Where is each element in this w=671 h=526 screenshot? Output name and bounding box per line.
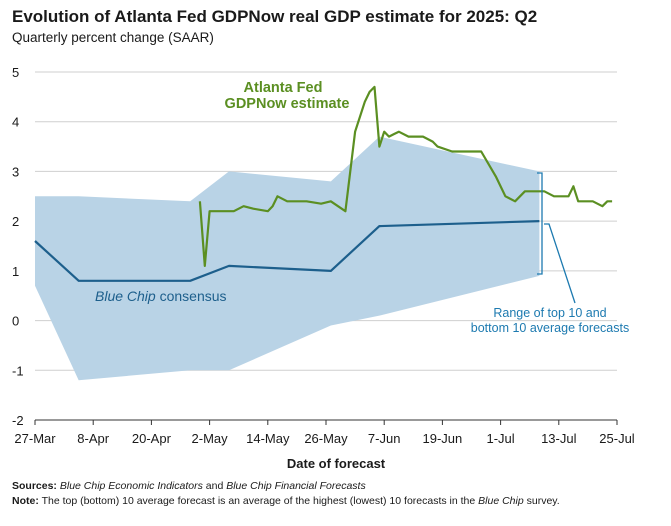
y-tick-label-0: 0 xyxy=(12,314,19,329)
x-tick-label-3: 2-May xyxy=(192,431,229,446)
range-bracket xyxy=(537,172,543,275)
sources-and: and xyxy=(202,480,227,492)
axes: -2 -1 0 1 2 3 4 5 27-Mar 8-Apr 20-Apr 2-May 14-May 26… xyxy=(12,65,635,471)
bluechip-label: Blue Chip consensus xyxy=(95,288,227,304)
gdpnow-line xyxy=(198,85,613,267)
sources-note: Sources: Blue Chip Economic Indicators a… xyxy=(12,480,366,492)
y-tick-label-4: 4 xyxy=(12,115,19,130)
x-axis-title: Date of forecast xyxy=(287,456,386,471)
bluechip-label-rest: consensus xyxy=(156,288,227,304)
x-tick-label-2: 20-Apr xyxy=(132,431,172,446)
y-tick-label--1: -1 xyxy=(12,363,24,378)
y-tick-label-3: 3 xyxy=(12,164,19,179)
note-label: Note: xyxy=(12,495,39,507)
page-title: Evolution of Atlanta Fed GDPNow real GDP… xyxy=(12,7,538,26)
range-band xyxy=(35,136,540,381)
range-band-layer xyxy=(35,136,540,381)
bluechip-consensus-line xyxy=(34,220,540,282)
x-tick-label-7: 19-Jun xyxy=(423,431,463,446)
x-tick-label-9: 13-Jul xyxy=(541,431,577,446)
x-tick-label-10: 25-Jul xyxy=(599,431,635,446)
x-tick-label-0: 27-Mar xyxy=(14,431,56,446)
sources-label: Sources: xyxy=(12,480,57,492)
note-italic: Blue Chip xyxy=(478,495,524,507)
y-tick-label-1: 1 xyxy=(12,264,19,279)
bluechip-label-italic: Blue Chip xyxy=(95,288,156,304)
note-end: survey. xyxy=(523,495,560,507)
gdpnow-label-line2: GDPNow estimate xyxy=(225,96,350,112)
sources-part2: Blue Chip Financial Forecasts xyxy=(226,480,366,492)
x-tick-label-5: 26-May xyxy=(304,431,348,446)
series-layer xyxy=(34,85,613,282)
range-label-line2: bottom 10 average forecasts xyxy=(471,321,629,335)
range-pointer-line xyxy=(544,223,576,304)
x-tick-label-4: 14-May xyxy=(246,431,290,446)
x-tick-label-8: 1-Jul xyxy=(487,431,515,446)
x-tick-label-1: 8-Apr xyxy=(77,431,109,446)
y-tick-label-2: 2 xyxy=(12,214,19,229)
footnote: Note: The top (bottom) 10 average foreca… xyxy=(12,495,560,507)
range-label-line1: Range of top 10 and xyxy=(493,306,606,320)
gdpnow-label-line1: Atlanta Fed xyxy=(244,80,323,96)
y-tick-label--2: -2 xyxy=(12,413,24,428)
note-text: The top (bottom) 10 average forecast is … xyxy=(38,495,479,507)
annotations: Atlanta Fed GDPNow estimate Blue Chip co… xyxy=(95,80,629,335)
sources-part1: Blue Chip Economic Indicators xyxy=(59,480,203,492)
x-tick-label-6: 7-Jun xyxy=(368,431,401,446)
y-tick-label-5: 5 xyxy=(12,65,19,80)
chart-subtitle: Quarterly percent change (SAAR) xyxy=(12,30,214,45)
